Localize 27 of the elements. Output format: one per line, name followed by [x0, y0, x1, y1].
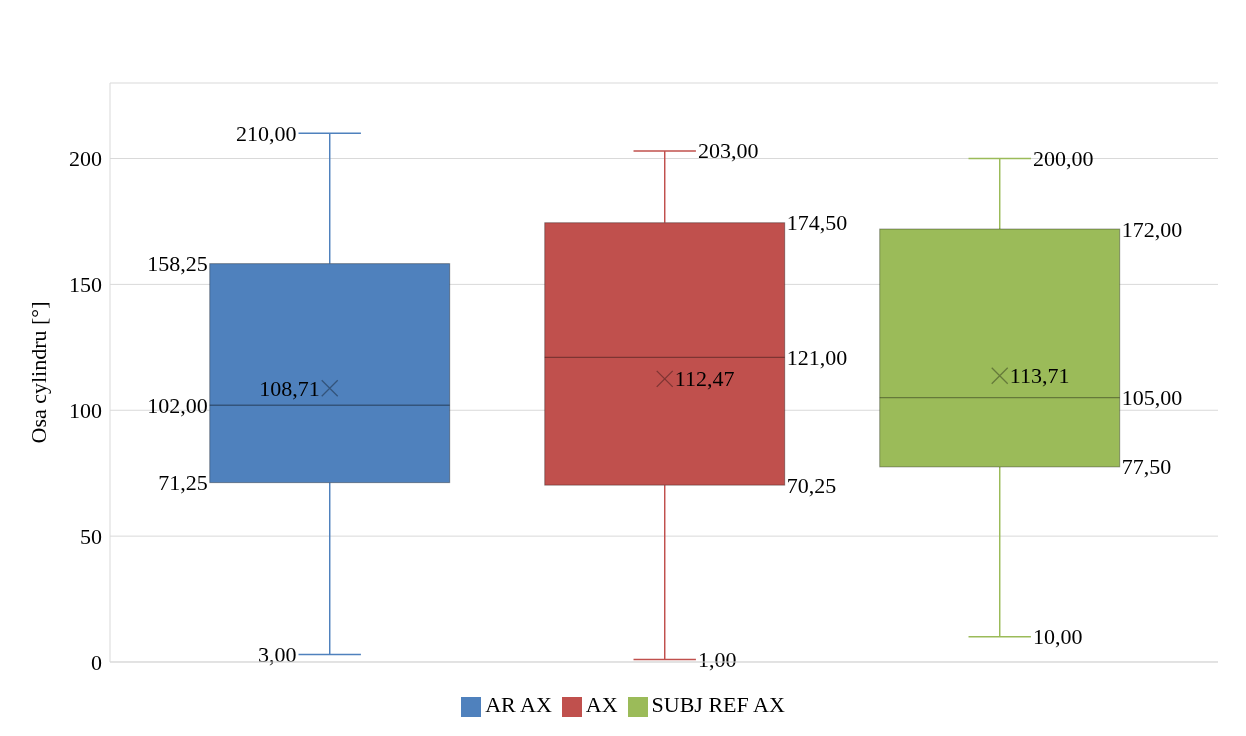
legend-label: AX — [585, 692, 618, 717]
text: 105,00 — [1121, 385, 1183, 411]
y-tick-label: 200 — [69, 146, 102, 172]
text: 102,00 — [147, 392, 208, 418]
legend-label: SUBJ REF AX — [651, 692, 785, 717]
text: 210,00 — [236, 120, 297, 146]
text: 70,25 — [786, 472, 837, 498]
text: 10,00 — [1032, 624, 1083, 650]
text: 172,00 — [1121, 216, 1183, 242]
text: 174,50 — [786, 210, 848, 236]
text: 112,47 — [674, 366, 735, 392]
legend-label: AR AX — [485, 692, 552, 717]
text: 203,00 — [697, 138, 759, 164]
text: 77,50 — [1121, 454, 1172, 480]
text: 113,71 — [1009, 363, 1070, 389]
text: 71,25 — [158, 470, 208, 496]
text: 200,00 — [1032, 146, 1094, 172]
y-tick-label: 100 — [69, 398, 102, 424]
text: 158,25 — [147, 251, 208, 277]
y-tick-label: 50 — [80, 523, 102, 549]
text: 108,71 — [259, 375, 320, 401]
text: 121,00 — [786, 344, 848, 370]
y-axis-title: Osa cylindru [°] — [25, 301, 51, 444]
text: 1,00 — [697, 646, 737, 672]
y-tick-label: 150 — [69, 272, 102, 298]
y-tick-label: 0 — [91, 649, 102, 675]
text: 3,00 — [258, 641, 297, 667]
